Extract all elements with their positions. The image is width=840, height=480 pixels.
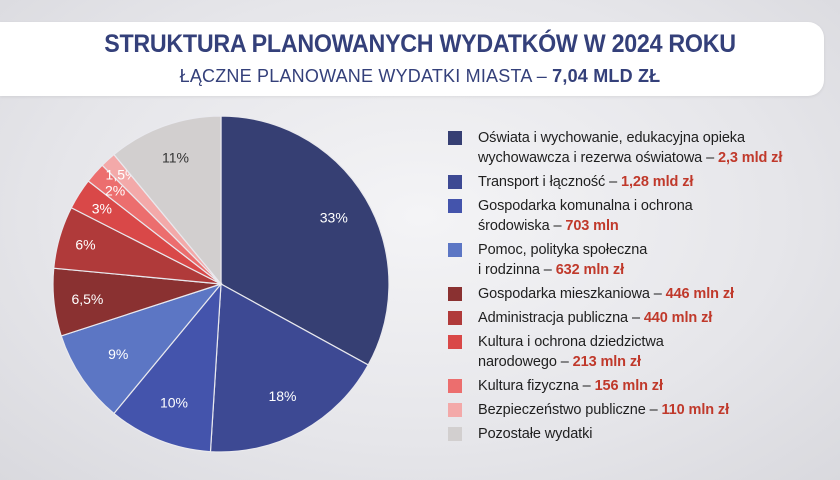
legend-item-9: Bezpieczeństwo publiczne – 110 mln zł [448,400,832,420]
legend-amount-3: 703 mln [565,218,619,234]
legend-swatch-8 [448,379,462,393]
slice-percent-label-5: 6,5% [71,291,103,307]
legend-swatch-5 [448,287,462,301]
legend-label-line2-1: wychowawcza i rezerwa oświatowa – [478,150,718,166]
legend-label-5: Gospodarka mieszkaniowa – 446 mln zł [478,284,734,304]
legend-item-7: Kultura i ochrona dziedzictwa narodowego … [448,332,832,372]
legend-label-line1-10: Pozostałe wydatki [478,426,593,442]
legend-label-10: Pozostałe wydatki [478,424,592,444]
chart-subtitle: ŁĄCZNE PLANOWANE WYDATKI MIASTA – 7,04 M… [0,66,840,87]
legend-swatch-2 [448,175,462,189]
slice-percent-label-4: 9% [108,346,128,362]
slice-percent-label-8: 2% [105,183,125,199]
legend-amount-4: 632 mln zł [555,262,625,278]
legend-label-line2-3: środowiska – [478,218,566,234]
slice-percent-label-2: 18% [268,388,296,404]
slice-percent-label-6: 6% [75,237,95,253]
chart-title: STRUKTURA PLANOWANYCH WYDATKÓW W 2024 RO… [104,30,736,58]
legend-label-line1-8: Kultura fizyczna – [478,378,595,394]
slice-percent-label-10: 11% [162,150,189,166]
legend-swatch-1 [448,131,462,145]
legend-item-4: Pomoc, polityka społeczna i rodzinna – 63… [448,240,832,280]
legend-label-line1-6: Administracja publiczna – [478,310,644,326]
legend-label-line1-5: Gospodarka mieszkaniowa – [478,286,666,302]
legend-swatch-3 [448,199,462,213]
subtitle-prefix: ŁĄCZNE PLANOWANE WYDATKI MIASTA – [179,66,553,86]
subtitle-total: 7,04 MLD ZŁ [552,66,661,86]
legend-swatch-4 [448,243,462,257]
legend-label-7: Kultura i ochrona dziedzictwa narodowego … [478,332,664,372]
legend-item-3: Gospodarka komunalna i ochrona środowiska… [448,196,832,236]
legend-amount-2: 1,28 mld zł [621,174,694,190]
pie-slice-10 [113,115,222,286]
legend-label-line1-2: Transport i łączność – [478,174,622,190]
legend-item-2: Transport i łączność – 1,28 mld zł [448,172,832,192]
legend-amount-9: 110 mln zł [661,402,730,418]
legend-swatch-9 [448,403,462,417]
legend-label-3: Gospodarka komunalna i ochrona środowiska… [478,196,693,236]
pie-chart: 33%18%10%9%6,5%6%3%2%1,5%11% [52,115,390,453]
pie-slice-4 [60,282,223,415]
legend-label-9: Bezpieczeństwo publiczne – 110 mln zł [478,400,729,420]
pie-slice-3 [113,282,222,453]
legend-amount-1: 2,3 mld zł [717,150,783,166]
pie-slice-1 [220,115,390,366]
legend-item-1: Oświata i wychowanie, edukacyjna opieka w… [448,128,832,168]
legend-swatch-7 [448,335,462,349]
legend-label-4: Pomoc, polityka społeczna i rodzinna – 63… [478,240,647,280]
legend-item-10: Pozostałe wydatki [448,424,832,444]
pie-slice-2 [209,283,370,453]
legend-amount-8: 156 mln zł [594,378,663,394]
legend-amount-7: 213 mln zł [572,354,641,370]
legend-label-1: Oświata i wychowanie, edukacyjna opieka w… [478,128,782,168]
legend-label-6: Administracja publiczna – 440 mln zł [478,308,712,328]
legend-amount-5: 446 mln zł [665,286,734,302]
slice-percent-label-7: 3% [92,200,112,216]
legend-swatch-6 [448,311,462,325]
legend-label-2: Transport i łączność – 1,28 mld zł [478,172,693,192]
legend-label-line1-1: Oświata i wychowanie, edukacyjna opieka [478,130,745,146]
legend-label-line2-7: narodowego – [478,354,573,370]
slice-percent-label-3: 10% [160,395,188,411]
legend-label-line1-7: Kultura i ochrona dziedzictwa [478,334,664,350]
legend-swatch-10 [448,427,462,441]
legend-item-5: Gospodarka mieszkaniowa – 446 mln zł [448,284,832,304]
legend-item-6: Administracja publiczna – 440 mln zł [448,308,832,328]
legend-label-line1-9: Bezpieczeństwo publiczne – [478,402,662,418]
legend-item-8: Kultura fizyczna – 156 mln zł [448,376,832,396]
legend-label-line1-4: Pomoc, polityka społeczna [478,242,648,258]
slice-percent-label-1: 33% [320,209,348,225]
legend-label-8: Kultura fizyczna – 156 mln zł [478,376,663,396]
legend-label-line2-4: i rodzinna – [478,262,556,278]
legend-amount-6: 440 mln zł [643,310,713,326]
header-panel [0,22,824,96]
legend-label-line1-3: Gospodarka komunalna i ochrona [478,198,693,214]
